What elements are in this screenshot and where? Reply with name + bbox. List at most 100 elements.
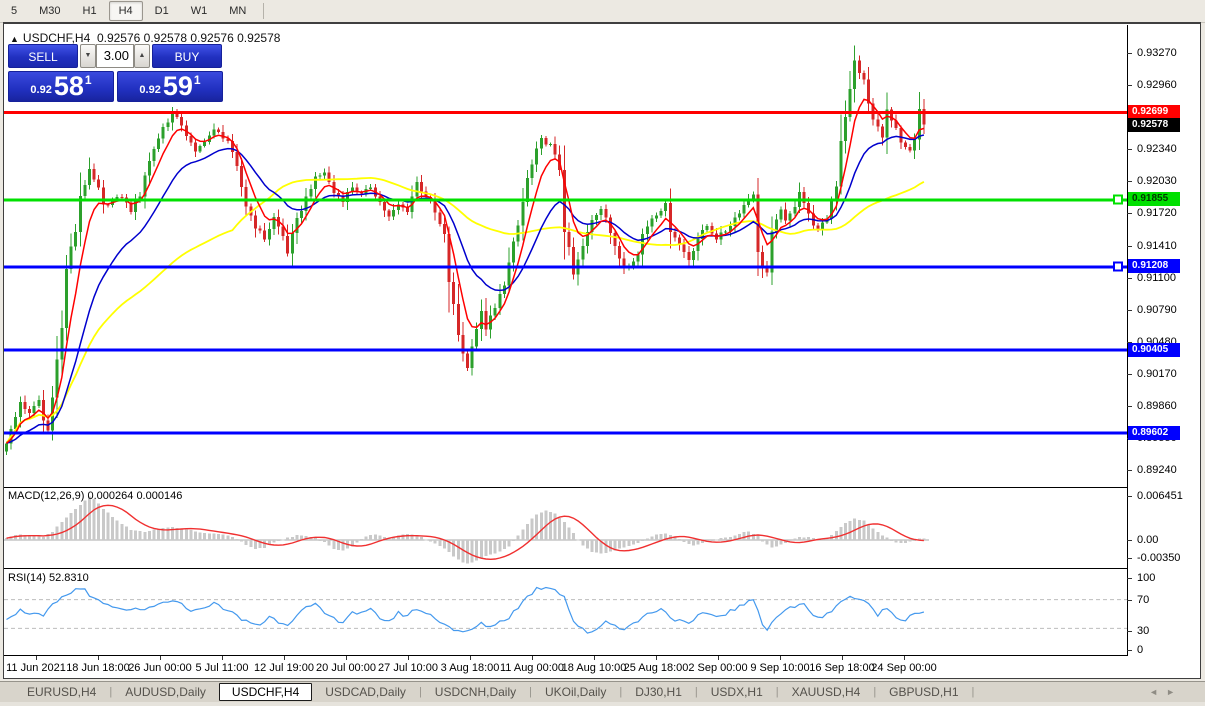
date-label: 20 Jul 00:00 — [316, 662, 376, 674]
date-label: 11 Aug 00:00 — [499, 662, 565, 674]
timeframe-button-H1[interactable]: H1 — [82, 5, 97, 17]
date-tick — [408, 656, 409, 660]
price-tick — [1127, 53, 1132, 54]
macd-plot-bottom-border — [4, 568, 1128, 569]
symbol-ohlc: 0.92576 0.92578 0.92576 0.92578 — [96, 31, 281, 45]
timeframe-button-W1[interactable]: W1 — [190, 5, 208, 17]
tab-separator: | — [418, 686, 422, 698]
buy-price-big: 59 — [162, 71, 193, 101]
tab-separator: | — [873, 686, 877, 698]
macd-main-value: 0.000264 — [87, 490, 134, 502]
collapse-arrow-icon[interactable]: ▲ — [10, 34, 19, 44]
volume-input[interactable]: 3.00 — [96, 44, 134, 68]
price-tick — [1127, 277, 1132, 279]
horizontal-level-lines[interactable] — [4, 111, 1127, 435]
bottom-strip — [0, 702, 1205, 706]
date-label: 25 Aug 18:00 — [623, 662, 689, 674]
date-label: 12 Jul 19:00 — [254, 662, 314, 674]
sell-price-display[interactable]: 0.92 58 1 — [8, 71, 114, 102]
macd-histogram — [4, 496, 929, 564]
chart-tab-gbpusd-h1[interactable]: GBPUSD,H1 — [889, 685, 959, 699]
buy-price-display[interactable]: 0.92 59 1 — [117, 71, 223, 102]
tab-scroll-left-icon[interactable]: ◄ — [1149, 687, 1167, 697]
date-axis[interactable]: 11 Jun 2021 18 Jun 18:00 26 Jun 00:00 5 Jul… — [0, 656, 1127, 678]
timeframe-button-H4[interactable]: H4 — [108, 1, 143, 21]
date-tick — [780, 656, 781, 660]
price-badge: 0.92578 — [1128, 117, 1180, 132]
trade-panel-top-row: SELL ▼ 3.00 ▲ BUY — [8, 44, 226, 68]
date-label: 27 Jul 10:00 — [378, 662, 438, 674]
date-tick — [842, 656, 843, 660]
tab-scroll-arrows: ◄► — [1149, 687, 1183, 697]
date-label: 26 Jun 00:00 — [128, 662, 192, 674]
chart-tab-usdx-h1[interactable]: USDX,H1 — [710, 685, 763, 699]
date-tick — [36, 656, 37, 660]
macd-signal-value: 0.000146 — [136, 490, 183, 502]
date-tick — [222, 656, 223, 660]
rsi-tick-label: 0 — [1137, 644, 1144, 656]
chart-tab-usdcad-daily[interactable]: USDCAD,Daily — [325, 685, 406, 699]
rsi-indicator-plot[interactable] — [4, 570, 1127, 655]
rsi-tick — [1127, 631, 1132, 632]
price-tick — [1127, 373, 1132, 375]
price-tick-label: 0.92340 — [1137, 143, 1177, 156]
date-tick — [594, 656, 595, 660]
macd-tick-label: 0.006451 — [1137, 490, 1183, 502]
rsi-tick — [1127, 650, 1132, 651]
date-label: 16 Sep 18:00 — [809, 662, 875, 674]
macd-label: MACD(12,26,9) 0.000264 0.000146 — [8, 490, 183, 502]
chart-tab-usdcnh-daily[interactable]: USDCNH,Daily — [434, 685, 517, 699]
sell-button[interactable]: SELL — [8, 44, 78, 68]
timeframe-button-M30[interactable]: M30 — [39, 5, 61, 17]
price-tick-label: 0.89860 — [1137, 400, 1177, 412]
buy-button[interactable]: BUY — [152, 44, 222, 68]
rsi-label: RSI(14) 52.8310 — [8, 572, 89, 584]
macd-tick-label: 0.00 — [1137, 534, 1159, 546]
chart-tab-audusd-daily[interactable]: AUDUSD,Daily — [125, 685, 206, 699]
price-tick — [1127, 85, 1132, 87]
price-tick — [1127, 406, 1132, 407]
tab-separator: | — [775, 686, 779, 698]
date-tick — [346, 656, 347, 660]
timeframe-button-MN[interactable]: MN — [229, 5, 247, 17]
chart-tab-eurusd-h4[interactable]: EURUSD,H4 — [27, 685, 97, 699]
tab-separator: | — [109, 686, 113, 698]
date-tick — [718, 656, 719, 660]
buy-price-small: 0.92 — [139, 84, 161, 96]
chart-tab-ukoil-daily[interactable]: UKOil,Daily — [545, 685, 607, 699]
price-tick — [1127, 213, 1132, 215]
date-label: 11 Jun 2021 — [6, 662, 66, 674]
date-tick — [656, 656, 657, 660]
tab-scroll-right-icon[interactable]: ► — [1166, 687, 1183, 697]
volume-increase-button[interactable]: ▲ — [134, 44, 150, 68]
buy-price-sup: 1 — [193, 73, 201, 87]
macd-indicator-plot[interactable] — [4, 489, 1127, 567]
timeframe-button-D1[interactable]: D1 — [154, 5, 169, 17]
volume-stepper: ▼ 3.00 ▲ — [80, 44, 150, 68]
volume-decrease-button[interactable]: ▼ — [80, 44, 96, 68]
date-tick — [904, 656, 905, 660]
chart-tab-bar: EURUSD,H4 | AUDUSD,Daily USDCHF,H4 USDCAD,Da… — [0, 681, 1205, 702]
timeframe-toolbar: 5 M30 H1 H4 D1 W1 MN — [0, 0, 1205, 23]
chart-tab-dj30-h1[interactable]: DJ30,H1 — [635, 685, 682, 699]
candlestick-layer — [5, 45, 926, 455]
line-drag-handle[interactable] — [1113, 261, 1123, 272]
date-tick — [284, 656, 285, 660]
price-tick-label: 0.89240 — [1137, 464, 1177, 477]
macd-signal-line — [6, 504, 924, 561]
date-label: 24 Sep 00:00 — [871, 662, 937, 674]
trade-panel-price-row: 0.92 58 1 0.92 59 1 — [8, 71, 226, 102]
price-tick — [1127, 309, 1132, 311]
rsi-tick-label: 70 — [1137, 594, 1150, 606]
chart-tab-xauusd-h4[interactable]: XAUUSD,H4 — [791, 685, 861, 699]
date-label: 18 Aug 10:00 — [561, 662, 627, 674]
macd-tick — [1127, 558, 1132, 559]
price-chart-plot[interactable] — [4, 25, 1127, 487]
sell-price-sup: 1 — [84, 73, 92, 87]
price-axis[interactable]: 0.93270 0.92960 0.92340 0.92030 0.91720 0.914… — [1127, 25, 1205, 656]
rsi-tick-label: 30 — [1137, 625, 1150, 637]
timeframe-button-5[interactable]: 5 — [11, 5, 18, 17]
line-drag-handle[interactable] — [1113, 194, 1123, 205]
chart-tab-usdchf-h4[interactable]: USDCHF,H4 — [218, 683, 313, 701]
